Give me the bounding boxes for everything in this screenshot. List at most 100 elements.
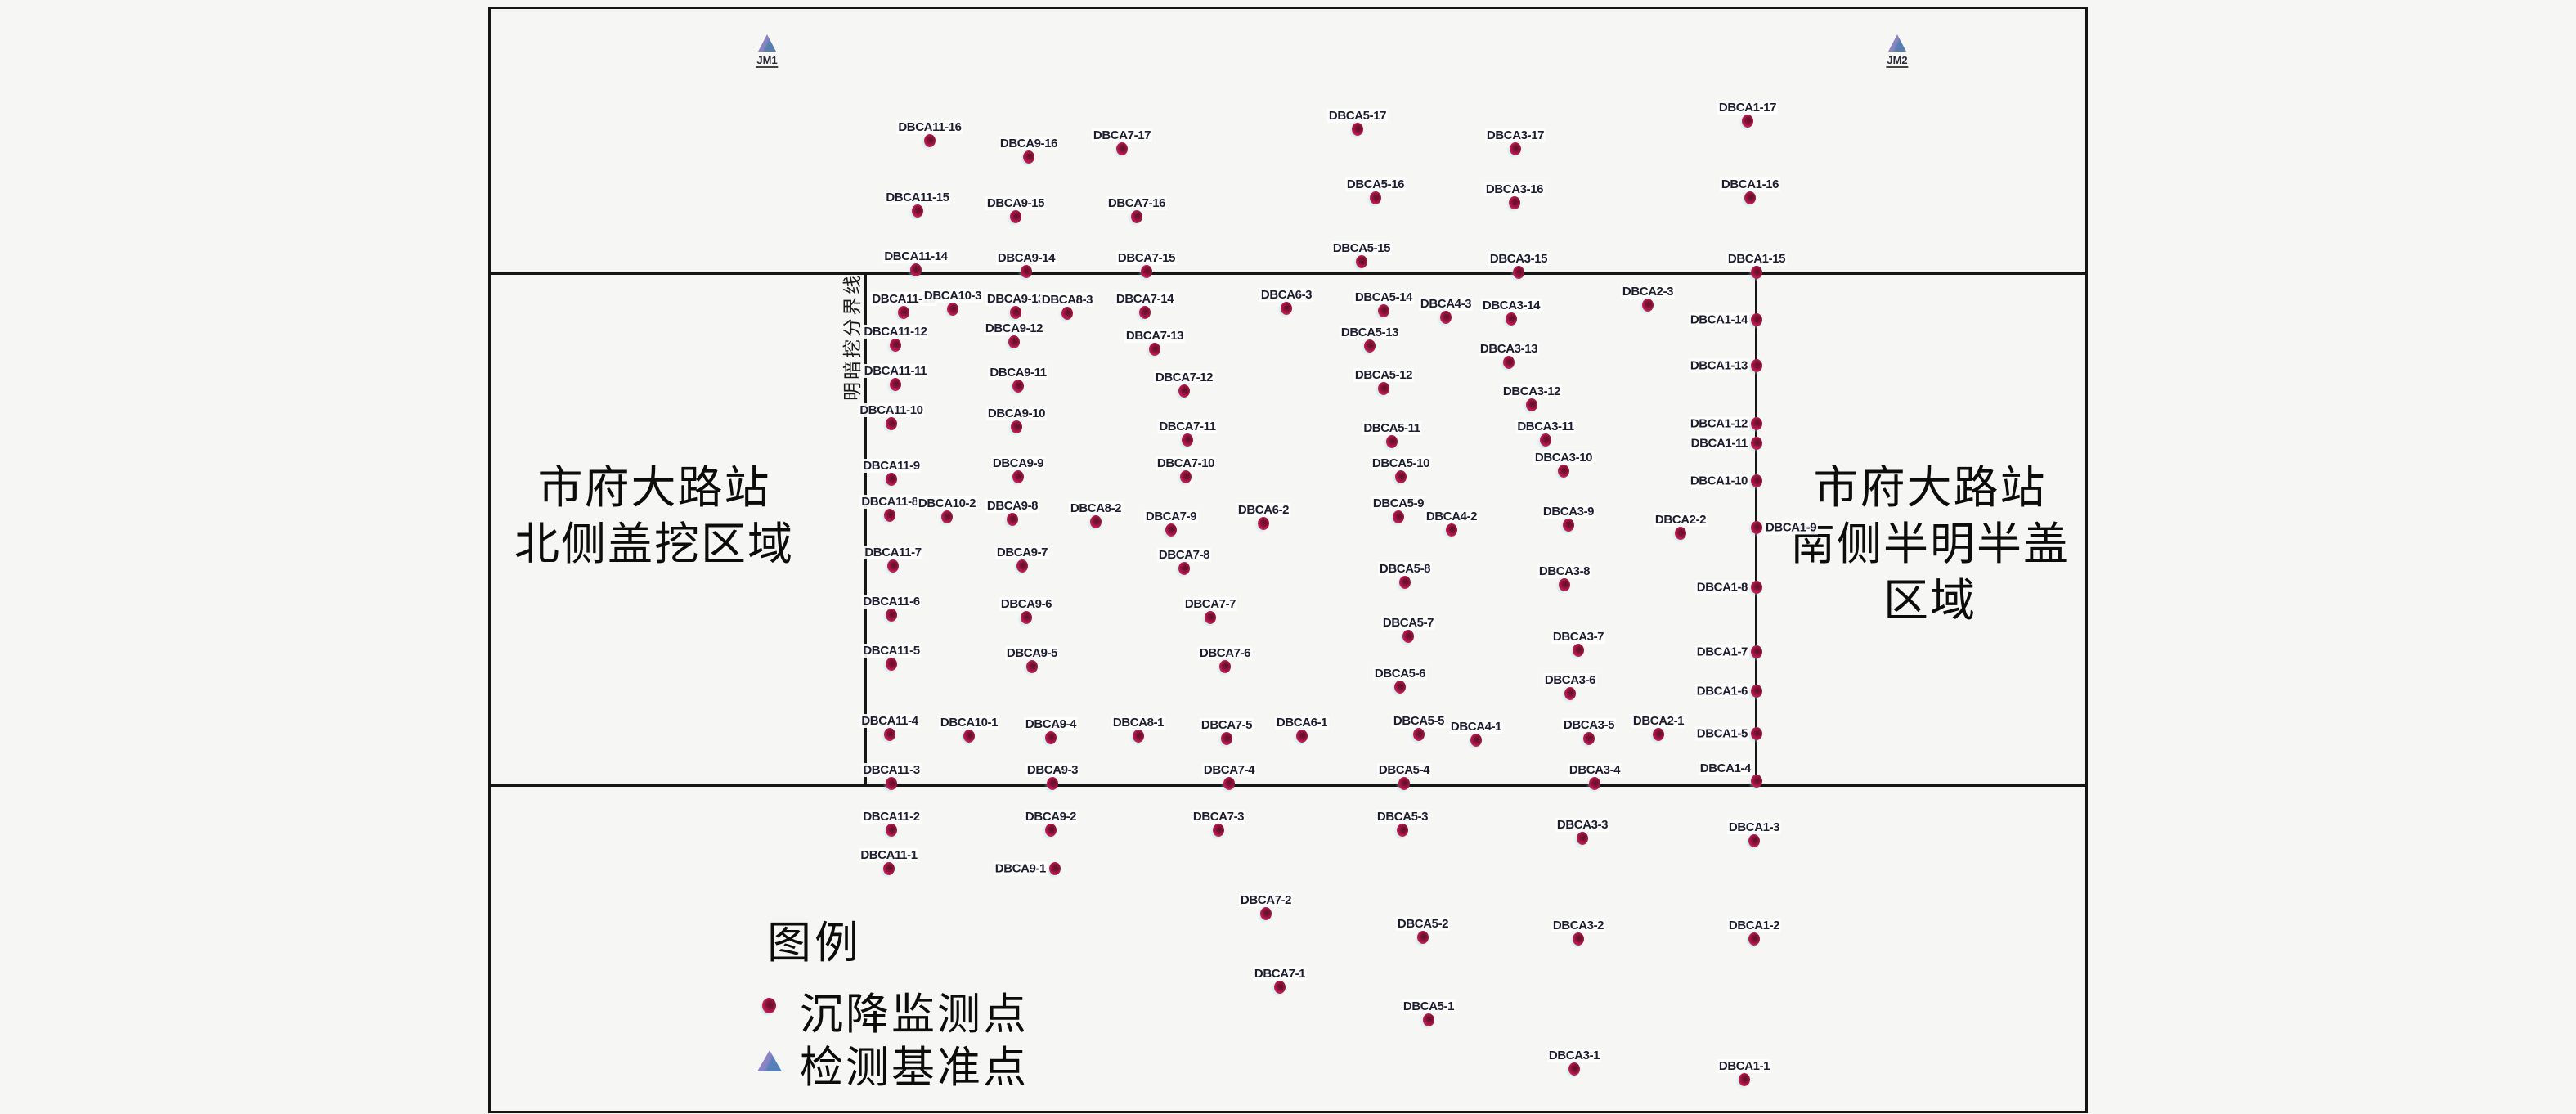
settlement-dot-icon (1281, 302, 1292, 315)
south-zone-title-line3: 区域 (1883, 576, 1977, 626)
point-label: DBCA7-8 (1156, 548, 1212, 562)
settlement-dot-icon (1026, 660, 1038, 673)
settlement-dot-icon (1394, 681, 1406, 694)
point-label: DBCA11-13 (870, 292, 937, 306)
point-label: DBCA1-13 (1688, 358, 1749, 373)
settlement-dot-icon (1219, 660, 1231, 673)
settlement-dot-icon (1213, 824, 1224, 837)
settlement-dot-icon (1509, 196, 1520, 209)
point-label: DBCA5-8 (1377, 562, 1433, 576)
settlement-dot-icon (1007, 513, 1018, 526)
settlement-dot-icon (1260, 907, 1272, 920)
point-label: DBCA10-3 (922, 289, 984, 303)
settlement-dot-icon (1751, 645, 1762, 658)
settlement-dot-icon (883, 862, 895, 875)
point-label: DBCA5-2 (1395, 917, 1451, 931)
point-label: DBCA3-6 (1542, 673, 1598, 687)
settlement-dot-icon (1526, 398, 1537, 411)
settlement-dot-icon (1503, 356, 1515, 369)
point-label: DBCA11-1 (859, 848, 919, 862)
settlement-dot-icon (1751, 521, 1762, 534)
point-label: DBCA3-15 (1488, 252, 1550, 266)
point-label: DBCA7-5 (1199, 718, 1254, 732)
point-label: DBCA9-3 (1025, 763, 1080, 777)
point-label: DBCA1-4 (1698, 761, 1752, 775)
point-label: DBCA5-6 (1372, 667, 1428, 681)
settlement-dot-icon (1021, 265, 1032, 278)
point-label: DBCA4-2 (1424, 510, 1479, 523)
point-label: DBCA7-2 (1238, 893, 1294, 907)
settlement-dot-icon (886, 609, 897, 622)
settlement-dot-icon (1470, 734, 1482, 747)
settlement-dot-icon (1564, 687, 1576, 700)
settlement-dot-icon (1402, 630, 1414, 643)
point-label: DBCA3-7 (1551, 630, 1606, 644)
settlement-dot-icon (1139, 306, 1151, 319)
point-label: DBCA3-4 (1567, 763, 1622, 777)
settlement-dot-icon (1010, 306, 1021, 319)
legend-settlement-dot-icon (762, 998, 776, 1013)
settlement-dot-icon (1090, 515, 1102, 528)
settlement-dot-icon (1008, 335, 1020, 348)
point-label: DBCA7-10 (1155, 456, 1217, 470)
settlement-dot-icon (1023, 150, 1034, 164)
point-label: DBCA9-1 (993, 861, 1048, 876)
point-label: DBCA5-14 (1353, 290, 1415, 304)
settlement-dot-icon (887, 559, 899, 573)
point-label: DBCA7-11 (1157, 420, 1218, 433)
settlement-dot-icon (1583, 732, 1595, 745)
settlement-dot-icon (1563, 519, 1574, 532)
point-label: DBCA3-16 (1483, 182, 1546, 196)
settlement-dot-icon (1751, 727, 1762, 740)
point-label: DBCA10-1 (938, 716, 1000, 730)
point-label: DBCA1-7 (1694, 645, 1749, 659)
north-band-separator-line (488, 272, 2085, 275)
point-label: DBCA11-6 (861, 595, 922, 609)
point-label: DBCA3-17 (1484, 128, 1546, 142)
point-label: DBCA1-17 (1717, 101, 1779, 115)
point-label: DBCA5-9 (1371, 496, 1426, 510)
settlement-dot-icon (1446, 523, 1457, 537)
point-label: DBCA9-13 (985, 292, 1047, 306)
settlement-dot-icon (886, 824, 897, 837)
south-zone-title: 市府大路站 南侧半明半盖 区域 (1783, 460, 2077, 629)
settlement-dot-icon (1751, 581, 1762, 594)
settlement-dot-icon (1748, 932, 1760, 946)
settlement-dot-icon (886, 417, 897, 430)
settlement-dot-icon (1378, 382, 1389, 395)
point-label: DBCA1-15 (1726, 252, 1788, 266)
point-label: DBCA6-1 (1274, 716, 1330, 730)
settlement-dot-icon (1559, 578, 1570, 591)
settlement-dot-icon (884, 728, 895, 741)
point-label: DBCA9-16 (998, 137, 1060, 150)
settlement-dot-icon (1378, 304, 1389, 317)
point-label: DBCA1-5 (1694, 726, 1749, 741)
settlement-dot-icon (1589, 777, 1600, 790)
point-label: DBCA6-3 (1259, 288, 1314, 302)
settlement-dot-icon (1739, 1073, 1750, 1086)
point-label: DBCA3-9 (1541, 505, 1596, 519)
point-label: DBCA5-11 (1362, 421, 1422, 435)
settlement-dot-icon (1205, 611, 1216, 624)
settlement-dot-icon (1399, 576, 1411, 589)
settlement-dot-icon (1398, 777, 1410, 790)
point-label: DBCA6-2 (1236, 503, 1291, 517)
benchmark-label: JM1 (756, 54, 779, 68)
point-label: DBCA5-4 (1376, 763, 1432, 777)
point-label: DBCA1-12 (1688, 416, 1749, 431)
settlement-dot-icon (1274, 981, 1286, 994)
point-label: DBCA1-3 (1726, 820, 1782, 834)
point-label: DBCA7-6 (1197, 646, 1253, 660)
point-label: DBCA9-8 (985, 499, 1040, 513)
point-label: DBCA11-7 (863, 546, 923, 559)
settlement-dot-icon (1258, 517, 1269, 530)
point-label: DBCA8-1 (1111, 716, 1166, 730)
settlement-dot-icon (1012, 470, 1024, 483)
point-label: DBCA9-15 (985, 196, 1047, 210)
point-label: DBCA3-12 (1501, 384, 1563, 398)
point-label: DBCA5-1 (1401, 999, 1456, 1013)
settlement-dot-icon (1386, 435, 1398, 448)
point-label: DBCA1-14 (1688, 312, 1749, 327)
point-label: DBCA1-2 (1726, 919, 1782, 932)
point-label: DBCA5-12 (1353, 368, 1415, 382)
